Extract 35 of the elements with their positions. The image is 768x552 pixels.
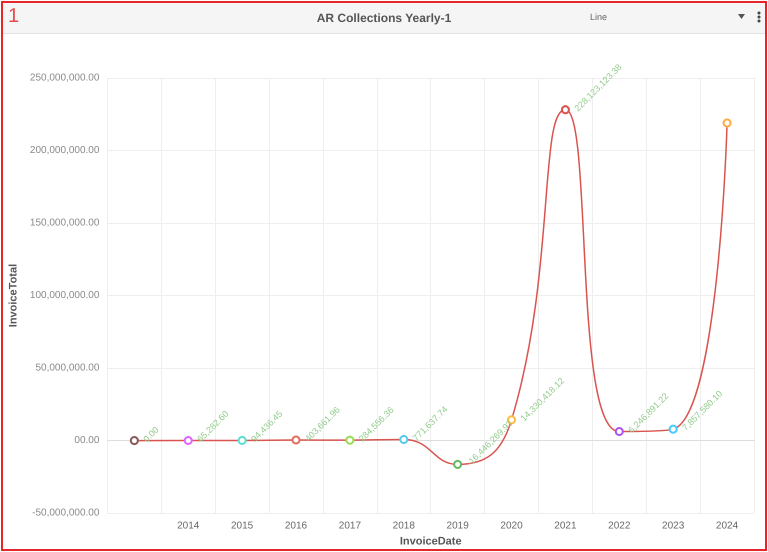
x-tick-label: 2014 [177, 520, 200, 532]
y-tick-label: 100,000,000.00 [30, 290, 100, 302]
point [345, 436, 354, 445]
x-tick-label: 2024 [716, 520, 739, 532]
point [292, 436, 300, 444]
y-axis-title: InvoiceTotal [8, 264, 20, 328]
point [614, 427, 624, 436]
y-tick-label: 150,000,000.00 [30, 218, 100, 229]
point [722, 118, 732, 128]
x-tick-label: 2015 [230, 520, 254, 532]
x-tick-label: 2017 [338, 520, 362, 532]
point [668, 424, 678, 434]
x-tick-label: 2020 [500, 520, 524, 532]
text: 1 [8, 5, 20, 28]
point [130, 436, 139, 446]
x-tick-label: 2021 [554, 520, 577, 532]
point [560, 105, 570, 114]
point [238, 436, 247, 445]
point [399, 434, 408, 444]
chart-title: AR Collections Yearly-1 [316, 11, 452, 25]
point [184, 436, 193, 445]
y-tick-label: 250,000,000.00 [30, 72, 100, 84]
text: Line [590, 12, 608, 22]
y-tick-label: 200,000,000.00 [30, 145, 100, 156]
data-label: 0.00 [141, 424, 161, 444]
x-tick-label: 2018 [392, 520, 416, 532]
x-axis-title: InvoiceDate [400, 536, 462, 548]
x-tick-label: 2016 [284, 520, 308, 532]
y-tick-label: 00.00 [74, 435, 100, 446]
y-tick-label: 50,000,000.00 [35, 362, 100, 374]
y-tick-label: -50,000,000.00 [32, 508, 100, 519]
x-tick-label: 2022 [608, 520, 631, 532]
point [453, 460, 462, 469]
x-tick-label: 2023 [662, 520, 685, 532]
x-tick-label: 2019 [446, 520, 470, 532]
